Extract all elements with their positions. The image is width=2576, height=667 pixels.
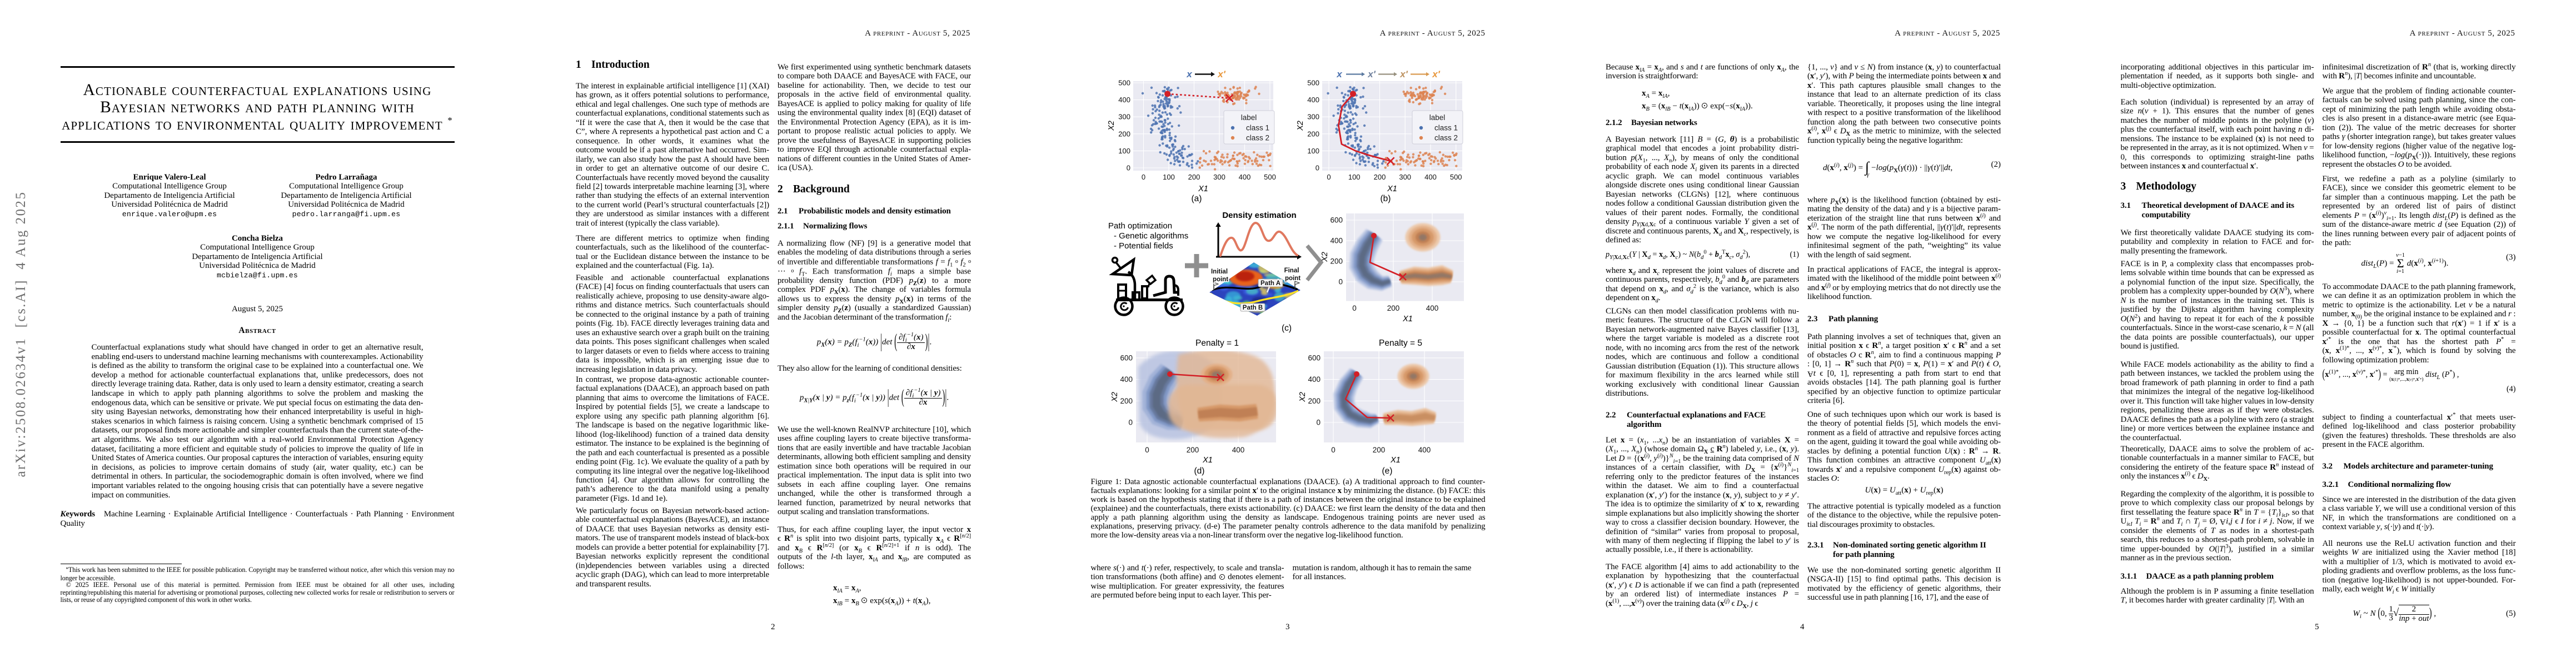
svg-text:300: 300	[1118, 113, 1130, 121]
svg-text:500: 500	[1307, 79, 1319, 87]
svg-text:X2: X2	[1107, 121, 1116, 131]
svg-text:600: 600	[1330, 216, 1343, 225]
svg-text:200: 200	[1188, 173, 1200, 181]
svg-text:X1: X1	[1402, 315, 1413, 323]
svg-text:X1: X1	[1202, 456, 1213, 465]
svg-text:(a): (a)	[1192, 194, 1202, 203]
svg-text:600: 600	[1120, 354, 1133, 362]
svg-text:class 2: class 2	[1246, 134, 1269, 142]
svg-text:x′: x′	[1432, 69, 1440, 79]
svg-text:500: 500	[1450, 173, 1462, 181]
svg-text:(c): (c)	[1282, 323, 1292, 333]
svg-text:X2: X2	[1321, 252, 1329, 262]
svg-text:400: 400	[1426, 304, 1439, 312]
svg-text:Path B: Path B	[1243, 305, 1263, 311]
svg-text:Path A: Path A	[1260, 280, 1280, 287]
svg-text:0: 0	[1127, 164, 1130, 172]
svg-text:400: 400	[1418, 446, 1431, 454]
svg-text:200: 200	[1187, 446, 1199, 454]
svg-text:200: 200	[1373, 446, 1386, 454]
svg-text:300: 300	[1213, 173, 1225, 181]
svg-text:200: 200	[1307, 130, 1319, 138]
svg-text:Penalty = 1: Penalty = 1	[1195, 339, 1239, 348]
svg-text:Penalty = 5: Penalty = 5	[1379, 339, 1422, 348]
svg-text:(d): (d)	[1194, 466, 1205, 476]
svg-text:200: 200	[1330, 257, 1343, 266]
svg-text:Density estimation: Density estimation	[1222, 211, 1296, 220]
svg-text:X2: X2	[1296, 121, 1305, 131]
svg-text:X1: X1	[1387, 185, 1397, 193]
svg-text:0: 0	[1352, 304, 1357, 312]
svg-text:X1: X1	[1198, 185, 1208, 193]
svg-text:100: 100	[1307, 147, 1319, 155]
svg-text:0: 0	[1338, 278, 1343, 286]
svg-text:class 2: class 2	[1434, 134, 1458, 142]
svg-text:x′: x′	[1399, 69, 1408, 79]
svg-text:0: 0	[1142, 173, 1145, 181]
svg-text:200: 200	[1374, 173, 1386, 181]
svg-text:Initial: Initial	[1211, 268, 1228, 275]
svg-text:400: 400	[1232, 446, 1245, 454]
svg-text:(b): (b)	[1381, 194, 1391, 203]
svg-text:400: 400	[1120, 375, 1133, 384]
svg-text:x: x	[1336, 69, 1343, 79]
svg-text:Path optimization: Path optimization	[1108, 221, 1172, 231]
svg-text:100: 100	[1348, 173, 1361, 181]
svg-text:x′: x′	[1367, 69, 1376, 79]
svg-text:300: 300	[1307, 113, 1319, 121]
svg-text:400: 400	[1308, 375, 1321, 384]
svg-text:(e): (e)	[1382, 466, 1393, 476]
svg-text:point: point	[1285, 275, 1301, 282]
svg-text:0: 0	[1316, 419, 1321, 427]
svg-text:400: 400	[1118, 96, 1130, 104]
svg-text:label: label	[1429, 113, 1446, 122]
svg-text:X2: X2	[1110, 392, 1119, 402]
svg-text:0: 0	[1327, 173, 1331, 181]
svg-text:400: 400	[1239, 173, 1251, 181]
svg-text:500: 500	[1264, 173, 1276, 181]
svg-text:class 1: class 1	[1246, 124, 1269, 132]
svg-text:0: 0	[1331, 446, 1336, 454]
svg-text:400: 400	[1424, 173, 1437, 181]
svg-text:- Genetic algorithms: - Genetic algorithms	[1114, 231, 1188, 241]
svg-text:100: 100	[1163, 173, 1175, 181]
svg-text:0: 0	[1128, 419, 1133, 427]
svg-text:600: 600	[1308, 354, 1321, 362]
svg-text:0: 0	[1145, 446, 1149, 454]
svg-text:label: label	[1241, 113, 1257, 122]
svg-text:X2: X2	[1298, 392, 1307, 402]
svg-text:100: 100	[1118, 147, 1130, 155]
svg-text:x′: x′	[1217, 69, 1225, 79]
svg-text:class 1: class 1	[1434, 124, 1458, 132]
svg-text:300: 300	[1399, 173, 1411, 181]
svg-text:400: 400	[1330, 237, 1343, 245]
svg-text:0: 0	[1316, 164, 1319, 172]
svg-text:400: 400	[1307, 96, 1319, 104]
svg-text:- Potential fields: - Potential fields	[1114, 241, 1173, 251]
svg-text:x: x	[1186, 69, 1193, 79]
svg-text:200: 200	[1120, 397, 1133, 405]
svg-text:200: 200	[1308, 397, 1321, 405]
svg-text:X1: X1	[1390, 456, 1401, 465]
svg-text:500: 500	[1118, 79, 1130, 87]
svg-text:Final: Final	[1284, 267, 1299, 274]
svg-text:200: 200	[1387, 304, 1400, 312]
svg-text:200: 200	[1118, 130, 1130, 138]
svg-text:point: point	[1213, 276, 1228, 283]
